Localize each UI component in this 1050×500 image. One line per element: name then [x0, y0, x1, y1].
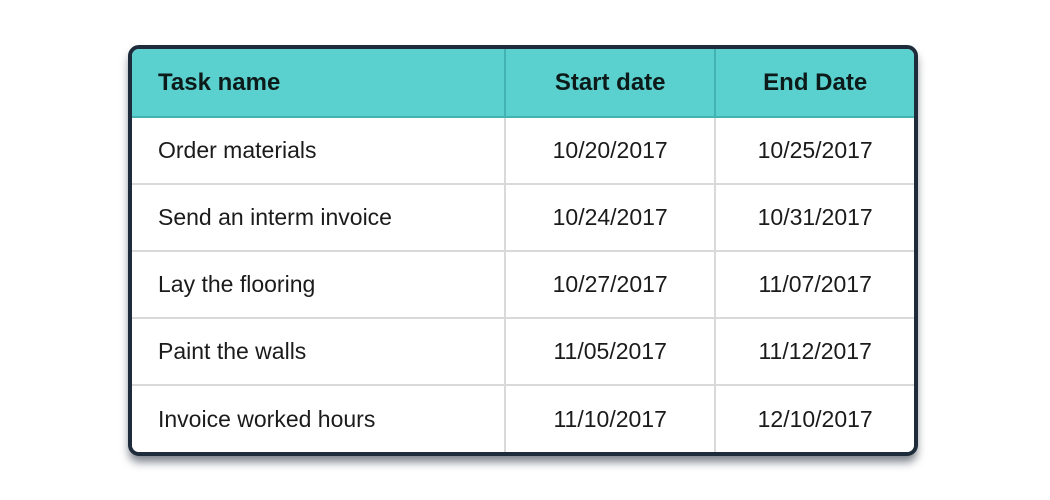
- task-name-cell: Paint the walls: [132, 318, 506, 386]
- task-name-cell: Order materials: [132, 117, 506, 185]
- table-row: Invoice worked hours 11/10/2017 12/10/20…: [132, 385, 914, 452]
- task-table: Task name Start date End Date Order mate…: [132, 49, 914, 452]
- task-table-header: Task name Start date End Date: [132, 49, 914, 118]
- task-name-cell: Lay the flooring: [132, 251, 506, 319]
- end-date-cell: 11/07/2017: [715, 251, 914, 319]
- start-date-cell: 10/20/2017: [505, 117, 717, 185]
- table-row: Lay the flooring 10/27/2017 11/07/2017: [132, 251, 914, 319]
- table-row: Order materials 10/20/2017 10/25/2017: [132, 117, 914, 185]
- task-table-card: Task name Start date End Date Order mate…: [128, 45, 918, 456]
- table-row: Paint the walls 11/05/2017 11/12/2017: [132, 318, 914, 386]
- end-date-cell: 11/12/2017: [715, 318, 914, 386]
- task-name-cell: Send an interm invoice: [132, 184, 506, 252]
- start-date-cell: 11/10/2017: [505, 385, 717, 452]
- table-row: Send an interm invoice 10/24/2017 10/31/…: [132, 184, 914, 252]
- column-header-task-name: Task name: [132, 49, 506, 118]
- start-date-cell: 10/24/2017: [505, 184, 717, 252]
- task-table-body: Order materials 10/20/2017 10/25/2017 Se…: [132, 117, 914, 452]
- end-date-cell: 12/10/2017: [715, 385, 914, 452]
- column-header-start-date: Start date: [505, 49, 717, 118]
- start-date-cell: 11/05/2017: [505, 318, 717, 386]
- column-header-end-date: End Date: [715, 49, 914, 118]
- start-date-cell: 10/27/2017: [505, 251, 717, 319]
- header-row: Task name Start date End Date: [132, 49, 914, 118]
- end-date-cell: 10/25/2017: [715, 117, 914, 185]
- task-name-cell: Invoice worked hours: [132, 385, 506, 452]
- end-date-cell: 10/31/2017: [715, 184, 914, 252]
